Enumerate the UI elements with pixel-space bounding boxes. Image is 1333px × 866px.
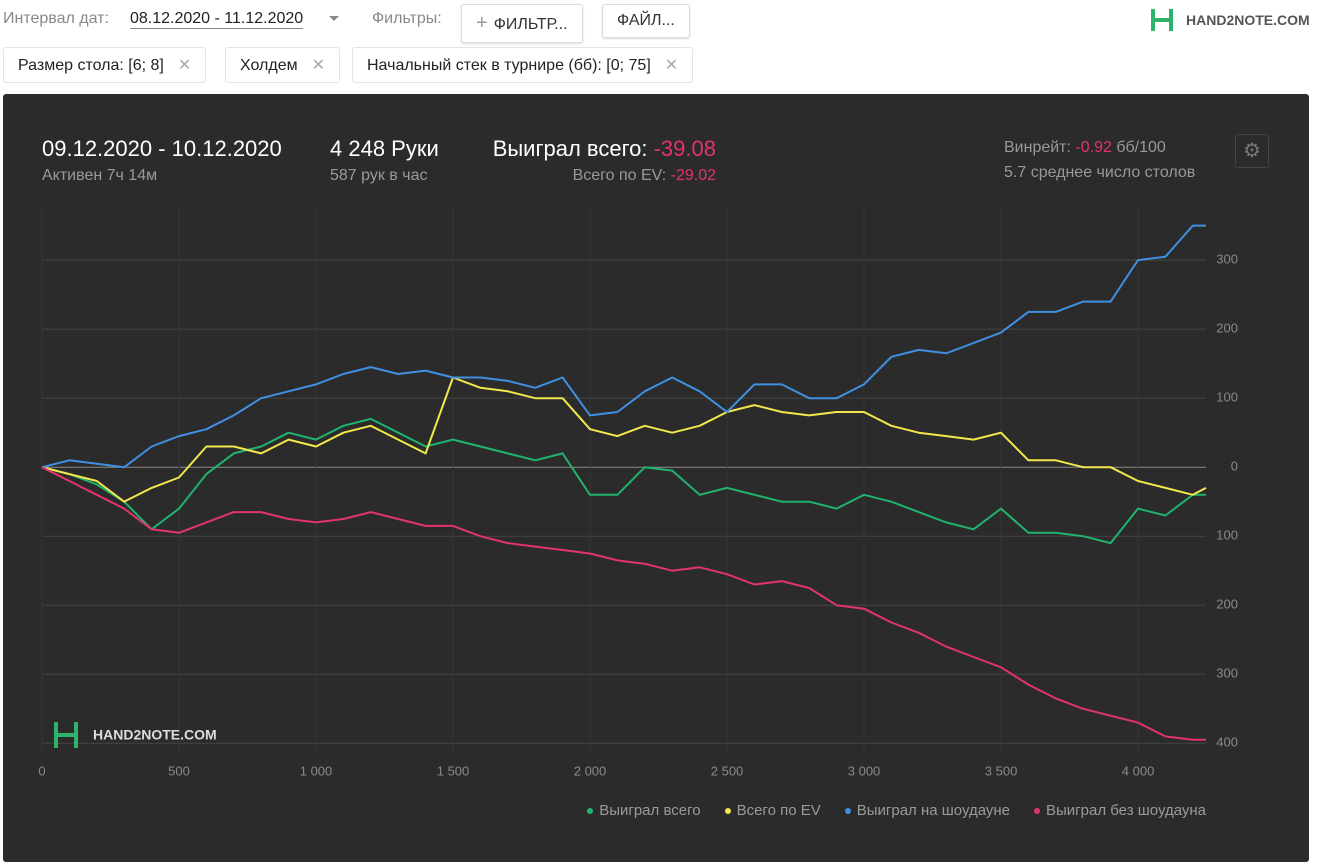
filter-button-text: ФИЛЬТР...: [493, 16, 568, 33]
legend-item[interactable]: Выиграл на шоудауне: [844, 802, 1011, 819]
filters-label: Фильтры:: [372, 10, 442, 27]
legend-item[interactable]: Выиграл без шоудауна: [1034, 802, 1206, 819]
won-value: -39.08: [653, 136, 716, 161]
hands-per-hour: 587 рук в час: [330, 167, 428, 184]
x-tick-label: 2 500: [711, 763, 744, 778]
ev-value: -29.02: [670, 167, 716, 184]
logo-text: HAND2NOTE.COM: [1186, 12, 1310, 28]
y-tick-label: 100: [1216, 528, 1238, 543]
ev-label: Всего по EV:: [572, 167, 667, 184]
series-line: [41, 466, 1206, 741]
x-tick-label: 2 000: [574, 763, 607, 778]
filter-chip[interactable]: Размер стола: [6; 8] ✕: [3, 47, 207, 83]
chart-panel: [3, 94, 1309, 862]
period: 09.12.2020 - 10.12.2020: [42, 136, 282, 161]
watermark-icon: [54, 722, 78, 748]
legend-dot: [724, 808, 731, 815]
chip-text: Холдем: [240, 57, 298, 74]
y-tick-label: 100: [1216, 390, 1238, 405]
legend-label: Всего по EV: [736, 802, 821, 819]
legend-item[interactable]: Всего по EV: [724, 802, 821, 819]
filter-chip[interactable]: Холдем ✕: [225, 47, 341, 83]
date-range[interactable]: 08.12.2020 - 11.12.2020: [130, 10, 304, 29]
file-button-text: ФАЙЛ...: [617, 12, 675, 29]
x-tick-label: 1 500: [437, 763, 470, 778]
y-tick-label: 400: [1216, 735, 1238, 750]
y-tick-label: 200: [1216, 321, 1238, 336]
tables: 5.7 среднее число столов: [1004, 164, 1196, 181]
legend-label: Выиграл на шоудауне: [856, 802, 1011, 819]
legend-dot: [844, 808, 851, 815]
chip-text: Размер стола: [6; 8]: [18, 57, 164, 74]
file-button[interactable]: ФАЙЛ...: [602, 4, 690, 38]
legend-label: Выиграл всего: [599, 802, 701, 819]
won-total: Выиграл всего: -39.08: [493, 136, 716, 162]
series-line: [41, 417, 1206, 545]
x-tick-label: 1 000: [300, 763, 333, 778]
winrate: Винрейт: -0.92 бб/100: [1004, 139, 1166, 157]
logo-icon: [1151, 9, 1173, 31]
ev-total: Всего по EV: -29.02: [573, 167, 716, 185]
x-tick-label: 3 500: [985, 763, 1018, 778]
settings-button[interactable]: ⚙: [1235, 134, 1269, 168]
dropdown-arrow[interactable]: [329, 16, 339, 26]
series-line: [41, 224, 1206, 469]
y-tick-label: 200: [1216, 597, 1238, 612]
filter-button[interactable]: + ФИЛЬТР...: [461, 4, 583, 43]
legend: Выиграл всего Всего по EV Выиграл на шоуда…: [587, 802, 1206, 819]
legend-item[interactable]: Выиграл всего: [587, 802, 701, 819]
x-tick-label: 4 000: [1122, 763, 1155, 778]
x-tick-label: 3 000: [848, 763, 881, 778]
legend-label: Выиграл без шоудауна: [1046, 802, 1206, 819]
y-tick-label: 300: [1216, 666, 1238, 681]
winrate-unit: бб/100: [1116, 139, 1166, 156]
active-time: Активен 7ч 14м: [42, 167, 158, 184]
date-label: Интервал дат:: [3, 10, 109, 27]
y-tick-label: 300: [1216, 252, 1238, 267]
watermark: HAND2NOTE.COM: [93, 727, 217, 743]
winrate-value: -0.92: [1075, 139, 1112, 156]
hands: 4 248 Руки: [330, 136, 439, 161]
legend-dot: [1034, 808, 1041, 815]
y-tick-label: 0: [1231, 459, 1238, 474]
x-tick-label: 0: [38, 763, 45, 778]
series-line: [41, 376, 1207, 503]
legend-dot: [587, 808, 594, 815]
filter-chip[interactable]: Начальный стек в турнире (бб): [0; 75] ✕: [352, 47, 694, 83]
chip-text: Начальный стек в турнире (бб): [0; 75]: [367, 57, 651, 74]
winrate-label: Винрейт:: [1004, 139, 1071, 156]
won-label: Выиграл всего:: [492, 136, 648, 161]
x-tick-label: 500: [168, 763, 190, 778]
